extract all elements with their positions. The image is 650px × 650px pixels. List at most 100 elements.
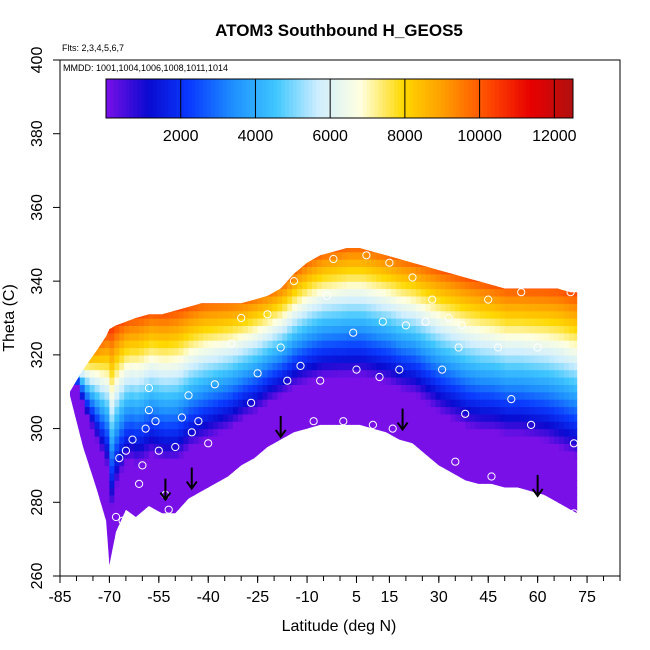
heatmap-cell (554, 281, 560, 290)
heatmap-cell (232, 539, 239, 548)
heatmap-cell (74, 502, 81, 511)
heatmap-cell (534, 509, 540, 518)
heatmap-cell (178, 384, 185, 393)
heatmap-cell (158, 347, 165, 356)
heatmap-cell (104, 325, 110, 334)
heatmap-cell (69, 332, 76, 341)
heatmap-cell (336, 531, 343, 540)
heatmap-cell (376, 399, 382, 408)
heatmap-cell (549, 251, 555, 260)
heatmap-cell (321, 443, 328, 452)
heatmap-cell (381, 494, 387, 503)
heatmap-cell (470, 458, 476, 467)
heatmap-cell (559, 310, 565, 319)
heatmap-cell (425, 340, 432, 349)
heatmap-cell (302, 458, 308, 467)
heatmap-cell (400, 332, 407, 341)
heatmap-cell (440, 384, 446, 393)
heatmap-cell (173, 458, 180, 467)
heatmap-cell (341, 251, 348, 260)
heatmap-cell (381, 310, 387, 319)
heatmap-cell (366, 273, 372, 282)
heatmap-cell (213, 517, 219, 525)
heatmap-cell (94, 325, 101, 334)
heatmap-cell (455, 248, 461, 253)
heatmap-cell (292, 406, 298, 415)
heatmap-cell (99, 259, 105, 267)
heatmap-cell (69, 347, 76, 356)
heatmap-cell (415, 377, 422, 385)
heatmap-cell (450, 251, 456, 260)
heatmap-cell (549, 465, 555, 474)
heatmap-cell (237, 377, 244, 385)
heatmap-cell (144, 354, 150, 363)
heatmap-cell (228, 347, 234, 356)
heatmap-cell (568, 288, 575, 297)
heatmap-cell (494, 295, 501, 304)
heatmap-cell (247, 487, 254, 496)
heatmap-cell (396, 391, 402, 400)
heatmap-cell (470, 421, 476, 430)
heatmap-cell (119, 406, 125, 415)
heatmap-cell (445, 347, 451, 356)
heatmap-cell (124, 487, 130, 496)
heatmap-cell (89, 443, 96, 452)
heatmap-cell (218, 480, 224, 489)
heatmap-cell (144, 524, 150, 533)
heatmap-cell (84, 517, 91, 525)
heatmap-cell (480, 443, 486, 452)
heatmap-cell (188, 369, 194, 378)
heatmap-cell (188, 251, 194, 260)
heatmap-cell (440, 539, 446, 548)
heatmap-cell (99, 531, 105, 540)
colorbar-swatch (370, 79, 375, 118)
heatmap-cell (321, 435, 328, 444)
heatmap-cell (203, 494, 209, 503)
heatmap-cell (415, 524, 422, 533)
heatmap-cell (79, 509, 86, 518)
heatmap-cell (361, 546, 367, 555)
heatmap-cell (331, 546, 338, 555)
heatmap-cell (134, 406, 140, 415)
heatmap-cell (242, 487, 249, 496)
heatmap-cell (282, 450, 288, 459)
heatmap-cell (134, 354, 140, 363)
heatmap-cell (450, 310, 456, 319)
heatmap-cell (163, 399, 170, 408)
heatmap-cell (153, 325, 160, 334)
heatmap-cell (509, 273, 516, 282)
heatmap-cell (114, 458, 120, 467)
heatmap-cell (213, 502, 219, 511)
heatmap-cell (568, 524, 575, 533)
heatmap-cell (173, 413, 180, 422)
heatmap-cell (247, 524, 254, 533)
heatmap-cell (228, 248, 234, 253)
heatmap-cell (74, 281, 81, 290)
heatmap-cell (213, 458, 219, 467)
heatmap-cell (519, 362, 525, 371)
heatmap-cell (347, 237, 353, 245)
heatmap-cell (361, 539, 367, 548)
heatmap-cell (400, 428, 407, 437)
heatmap-cell (568, 303, 575, 312)
heatmap-cell (544, 399, 550, 408)
heatmap-cell (534, 553, 540, 562)
heatmap-cell (499, 248, 506, 253)
heatmap-cell (356, 546, 362, 555)
heatmap-cell (242, 421, 249, 430)
heatmap-cell (361, 531, 367, 540)
heatmap-cell (430, 480, 437, 489)
heatmap-cell (529, 377, 535, 385)
heatmap-cell (400, 421, 407, 430)
heatmap-cell (519, 354, 525, 363)
heatmap-cell (539, 443, 545, 452)
heatmap-cell (529, 450, 535, 459)
heatmap-cell (124, 546, 130, 555)
heatmap-cell (89, 458, 96, 467)
heatmap-cell (267, 428, 273, 437)
heatmap-cell (564, 539, 570, 548)
heatmap-cell (361, 494, 367, 503)
heatmap-cell (297, 465, 303, 474)
heatmap-cell (144, 259, 150, 267)
heatmap-cell (282, 288, 288, 297)
